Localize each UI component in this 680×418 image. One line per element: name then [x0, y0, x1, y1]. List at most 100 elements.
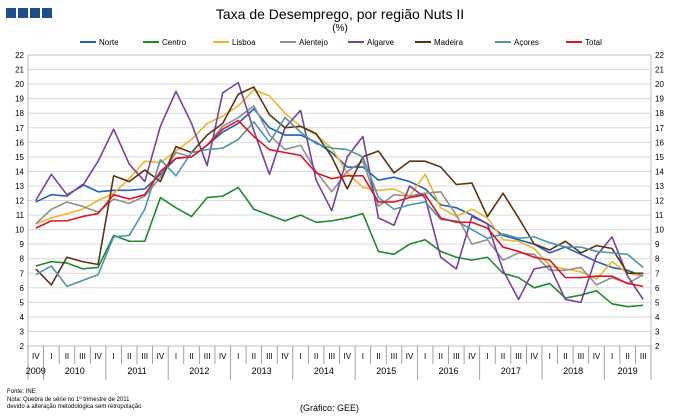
- y-tick-label-left: 13: [15, 182, 24, 191]
- x-quarter-label: II: [625, 352, 629, 361]
- x-quarter-label: I: [611, 352, 613, 361]
- x-year-label: 2017: [501, 366, 521, 376]
- y-tick-label-left: 14: [15, 167, 24, 176]
- x-quarter-label: IV: [593, 352, 601, 361]
- y-tick-label-right: 22: [655, 51, 664, 60]
- series-line-açores: [35, 116, 644, 288]
- series-line-norte: [35, 108, 644, 277]
- chart-credit: (Gráfico: GEE): [300, 403, 360, 413]
- y-tick-label-right: 4: [655, 313, 660, 322]
- x-quarter-label: IV: [281, 352, 289, 361]
- x-quarter-label: IV: [157, 352, 165, 361]
- y-tick-label-right: 18: [655, 109, 664, 118]
- footnotes: Fonte: INE Nota: Quebra de série no 1º t…: [7, 389, 141, 412]
- series-line-madeira: [35, 86, 644, 286]
- y-tick-label-left: 20: [15, 80, 24, 89]
- y-tick-label-right: 15: [655, 153, 664, 162]
- y-tick-label-right: 5: [655, 298, 660, 307]
- x-quarter-label: III: [266, 352, 273, 361]
- x-quarter-label: I: [237, 352, 239, 361]
- y-tick-label-right: 6: [655, 284, 660, 293]
- series-line-lisboa: [35, 89, 644, 280]
- series-line-total: [35, 119, 644, 288]
- y-tick-label-right: 7: [655, 269, 660, 278]
- source-note: Fonte: INE: [7, 389, 36, 395]
- y-tick-label-right: 19: [655, 95, 664, 104]
- x-quarter-label: IV: [32, 352, 40, 361]
- gee-logo: [6, 5, 54, 23]
- y-tick-label-left: 9: [20, 240, 25, 249]
- x-quarter-label: III: [640, 352, 647, 361]
- y-tick-label-right: 13: [655, 182, 664, 191]
- x-quarter-label: II: [501, 352, 505, 361]
- y-tick-label-right: 9: [655, 240, 660, 249]
- y-tick-label-left: 5: [20, 298, 25, 307]
- legend-label: Centro: [162, 38, 187, 47]
- x-quarter-label: III: [515, 352, 522, 361]
- y-tick-label-left: 10: [15, 226, 24, 235]
- y-tick-label-left: 6: [20, 284, 25, 293]
- legend-label: Lisboa: [232, 38, 256, 47]
- series-break-note: Nota: Quebra de série no 1º trimestre de…: [7, 396, 130, 403]
- x-quarter-label: II: [314, 352, 318, 361]
- x-quarter-label: III: [328, 352, 335, 361]
- x-year-label: 2011: [127, 366, 146, 376]
- x-quarter-label: II: [127, 352, 131, 361]
- legend-label: Total: [585, 38, 602, 47]
- y-tick-label-left: 2: [20, 342, 25, 351]
- x-quarter-label: III: [391, 352, 398, 361]
- x-year-label: 2014: [314, 366, 334, 376]
- x-quarter-label: I: [299, 352, 301, 361]
- x-quarter-label: I: [424, 352, 426, 361]
- methodology-note: devido a alteração metodológica sem retr…: [7, 404, 142, 410]
- legend-label: Açores: [514, 38, 539, 47]
- x-quarter-label: I: [175, 352, 177, 361]
- series-line-centro: [35, 186, 644, 308]
- y-tick-label-left: 21: [15, 66, 24, 75]
- x-quarter-label: I: [549, 352, 551, 361]
- y-tick-label-right: 2: [655, 342, 660, 351]
- x-quarter-label: III: [578, 352, 585, 361]
- x-year-label: 2019: [618, 366, 638, 376]
- x-quarter-label: IV: [344, 352, 352, 361]
- y-tick-label-left: 15: [15, 153, 24, 162]
- y-tick-label-left: 22: [15, 51, 24, 60]
- chart-title: Taxa de Desemprego, por região Nuts II: [215, 6, 465, 22]
- y-tick-label-left: 16: [15, 138, 24, 147]
- y-tick-label-right: 10: [655, 226, 664, 235]
- y-tick-label-right: 20: [655, 80, 664, 89]
- y-tick-label-right: 3: [655, 327, 660, 336]
- x-year-label: 2018: [563, 366, 583, 376]
- x-quarter-label: II: [65, 352, 69, 361]
- x-quarter-label: I: [113, 352, 115, 361]
- x-year-label: 2009: [26, 366, 46, 376]
- x-quarter-label: I: [50, 352, 52, 361]
- y-tick-label-left: 4: [20, 313, 25, 322]
- y-tick-label-left: 11: [16, 211, 25, 220]
- series-line-algarve: [35, 81, 644, 304]
- y-tick-label-right: 21: [655, 66, 664, 75]
- legend-label: Algarve: [367, 38, 395, 47]
- y-tick-label-right: 14: [655, 167, 664, 176]
- y-tick-label-left: 18: [15, 109, 24, 118]
- x-year-label: 2010: [65, 366, 85, 376]
- y-tick-label-right: 16: [655, 138, 664, 147]
- x-quarter-label: IV: [468, 352, 476, 361]
- x-quarter-label: I: [362, 352, 364, 361]
- y-tick-label-right: 12: [655, 197, 664, 206]
- x-quarter-label: III: [204, 352, 211, 361]
- y-tick-label-left: 17: [15, 124, 24, 133]
- x-quarter-label: II: [189, 352, 193, 361]
- x-year-label: 2015: [376, 366, 396, 376]
- x-quarter-label: IV: [530, 352, 538, 361]
- x-quarter-label: III: [453, 352, 460, 361]
- y-tick-label-left: 12: [15, 197, 24, 206]
- chart-subtitle: (%): [332, 23, 348, 34]
- x-quarter-label: IV: [406, 352, 414, 361]
- x-quarter-label: IV: [94, 352, 102, 361]
- x-year-label: 2016: [439, 366, 459, 376]
- y-tick-label-left: 3: [20, 327, 25, 336]
- x-year-label: 2013: [252, 366, 272, 376]
- y-tick-label-left: 8: [20, 255, 25, 264]
